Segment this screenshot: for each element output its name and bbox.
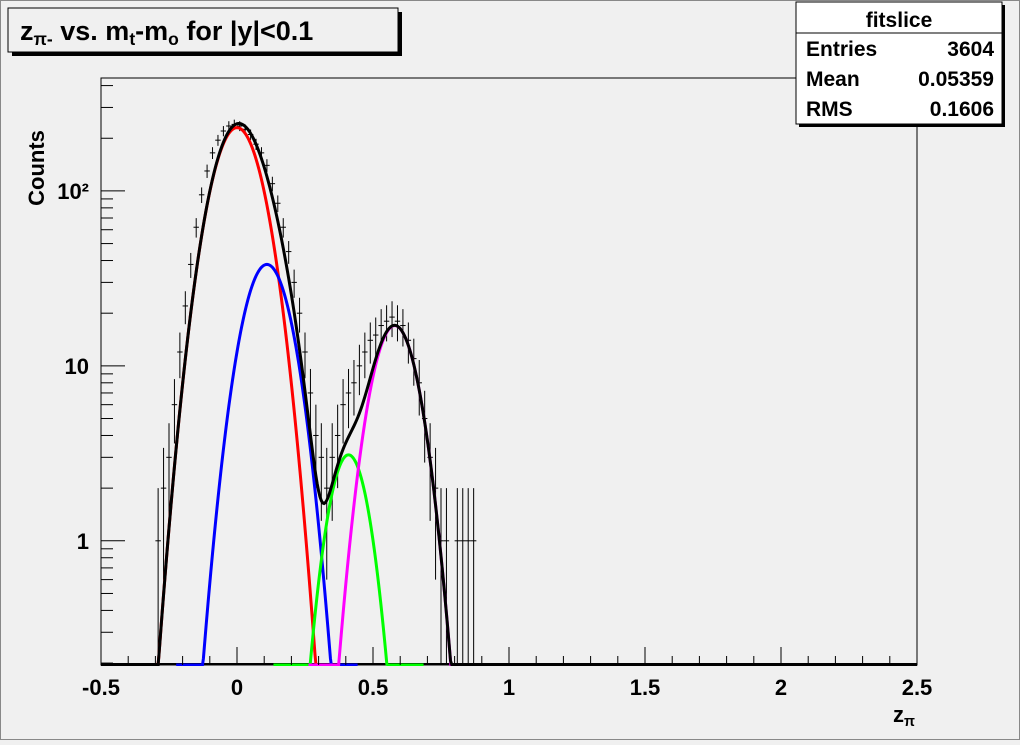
fit-curve bbox=[176, 262, 358, 666]
frame bbox=[100, 77, 918, 666]
stats-frame bbox=[795, 1, 1003, 125]
x-tick-label: -0.5 bbox=[82, 675, 120, 700]
stats-box: fitslice Entries 3604 Mean 0.05359 RMS 0.1606 bbox=[795, 1, 1005, 127]
y-tick-label: 10² bbox=[57, 179, 89, 204]
x-axis-label: zπ bbox=[893, 702, 915, 730]
x-tick-label: 2 bbox=[775, 675, 787, 700]
text-part: z bbox=[20, 16, 34, 46]
y-tick-label: 10 bbox=[65, 354, 89, 379]
text-part: for |y|<0.1 bbox=[179, 16, 313, 46]
stats-value: 0.1606 bbox=[930, 98, 994, 121]
x-tick-label: 0.5 bbox=[358, 675, 389, 700]
y-axis-label: Counts bbox=[24, 130, 49, 206]
x-tick-label: 1.5 bbox=[630, 675, 661, 700]
x-tick-label: 1 bbox=[503, 675, 515, 700]
stats-value: 0.05359 bbox=[918, 68, 994, 91]
stats-label: RMS bbox=[806, 98, 853, 121]
text-part: π bbox=[904, 714, 915, 730]
text-part: π- bbox=[34, 29, 53, 49]
title-box bbox=[7, 7, 399, 53]
y-tick-label: 1 bbox=[77, 529, 89, 554]
x-tick-label: 2.5 bbox=[902, 675, 933, 700]
text-part: t bbox=[129, 29, 135, 49]
stats-label: Entries bbox=[806, 38, 877, 61]
stats-label: Mean bbox=[806, 68, 860, 91]
text-part: -m bbox=[135, 16, 168, 46]
x-tick-label: 0 bbox=[231, 675, 243, 700]
text-part: z bbox=[893, 702, 904, 727]
chart-title: zπ- vs. mt-mo for |y|<0.1 bbox=[20, 16, 313, 49]
text-part: vs. m bbox=[53, 16, 130, 46]
text-part: o bbox=[168, 29, 179, 49]
stats-title: fitslice bbox=[866, 9, 933, 32]
fit-curve bbox=[273, 453, 424, 666]
stats-value: 3604 bbox=[947, 38, 994, 61]
